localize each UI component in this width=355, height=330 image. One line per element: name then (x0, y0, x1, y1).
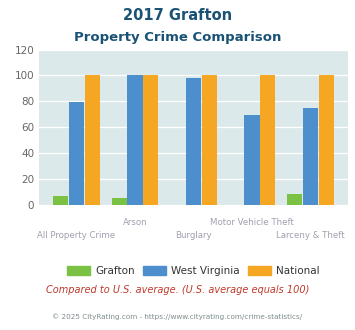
Bar (69, 103, 84, 205)
Text: 2017 Grafton: 2017 Grafton (123, 8, 232, 23)
Bar (244, 115, 260, 205)
Legend: Grafton, West Virginia, National: Grafton, West Virginia, National (63, 261, 324, 280)
Bar (202, 75, 217, 205)
Text: Arson: Arson (123, 218, 147, 227)
Bar (260, 75, 275, 205)
Text: All Property Crime: All Property Crime (37, 231, 115, 240)
Bar (111, 198, 127, 205)
Text: Compared to U.S. average. (U.S. average equals 100): Compared to U.S. average. (U.S. average … (46, 285, 309, 295)
Text: © 2025 CityRating.com - https://www.cityrating.com/crime-statistics/: © 2025 CityRating.com - https://www.city… (53, 313, 302, 319)
Bar (186, 78, 201, 205)
Bar (53, 196, 68, 205)
Bar (143, 75, 158, 205)
Text: Property Crime Comparison: Property Crime Comparison (74, 31, 281, 44)
Text: Burglary: Burglary (175, 231, 212, 240)
Bar (287, 194, 302, 205)
Bar (303, 108, 318, 205)
Text: Larceny & Theft: Larceny & Theft (276, 231, 345, 240)
Bar (127, 75, 143, 205)
Bar (319, 75, 334, 205)
Bar (85, 75, 100, 205)
Text: Motor Vehicle Theft: Motor Vehicle Theft (210, 218, 294, 227)
